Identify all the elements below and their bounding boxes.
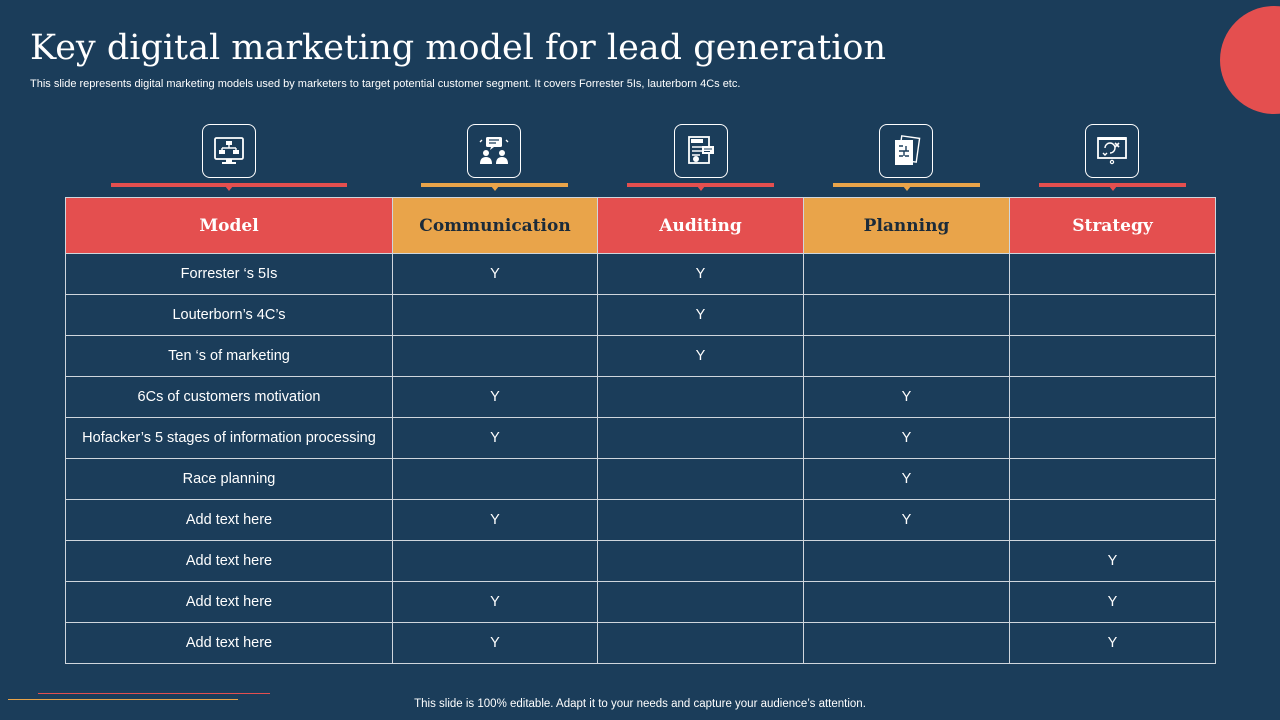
planning-cell: Y	[803, 417, 1010, 459]
strategy-cell: Y	[1009, 540, 1216, 582]
table-row: Hofacker’s 5 stages of information proce…	[65, 417, 1216, 459]
communication-cell	[392, 294, 598, 336]
auditing-accent-bar	[627, 183, 774, 191]
planning-cell	[803, 581, 1010, 623]
auditing-cell	[597, 499, 804, 541]
header-strategy: Strategy	[1009, 197, 1216, 254]
model-cell: Forrester ‘s 5Is	[65, 253, 393, 295]
strategy-cell	[1009, 376, 1216, 418]
decorative-corner-circle	[1220, 6, 1280, 114]
auditing-cell: Y	[597, 253, 804, 295]
audit-report-icon	[674, 124, 728, 178]
planning-cell: Y	[803, 458, 1010, 500]
strategy-cell: Y	[1009, 581, 1216, 623]
auditing-cell: Y	[597, 335, 804, 377]
communication-accent-bar	[421, 183, 568, 191]
planning-accent-bar	[833, 183, 980, 191]
table-row: Add text here Y	[65, 540, 1216, 582]
communication-cell: Y	[392, 376, 598, 418]
auditing-cell	[597, 581, 804, 623]
table-row: Add text here Y Y	[65, 622, 1216, 664]
model-cell: Add text here	[65, 622, 393, 664]
table-row: Race planning Y	[65, 458, 1216, 500]
model-accent-bar	[111, 183, 347, 191]
strategy-cell	[1009, 417, 1216, 459]
model-cell: Hofacker’s 5 stages of information proce…	[65, 417, 393, 459]
page-title: Key digital marketing model for lead gen…	[30, 28, 887, 68]
header-planning: Planning	[803, 197, 1010, 254]
strategy-cell	[1009, 499, 1216, 541]
planning-cell: Y	[803, 376, 1010, 418]
communication-cell	[392, 458, 598, 500]
auditing-cell	[597, 622, 804, 664]
table-row: Add text here Y Y	[65, 581, 1216, 623]
model-cell: Add text here	[65, 581, 393, 623]
header-communication: Communication	[392, 197, 598, 254]
communication-cell: Y	[392, 581, 598, 623]
auditing-cell	[597, 458, 804, 500]
model-cell: Race planning	[65, 458, 393, 500]
model-cell: Add text here	[65, 540, 393, 582]
header-model: Model	[65, 197, 393, 254]
planning-cell	[803, 253, 1010, 295]
auditing-cell	[597, 417, 804, 459]
planning-cell: Y	[803, 499, 1010, 541]
table-header-row: Model Communication Auditing Planning St…	[65, 197, 1216, 254]
planning-cell	[803, 294, 1010, 336]
table-row: Add text here Y Y	[65, 499, 1216, 541]
footer-accent-line-red	[38, 693, 270, 694]
strategy-board-icon	[1085, 124, 1139, 178]
strategy-cell: Y	[1009, 622, 1216, 664]
planning-cell	[803, 622, 1010, 664]
communication-cell: Y	[392, 417, 598, 459]
footer-note: This slide is 100% editable. Adapt it to…	[414, 698, 866, 710]
strategy-cell	[1009, 458, 1216, 500]
planning-document-icon	[879, 124, 933, 178]
strategy-cell	[1009, 294, 1216, 336]
team-discussion-icon	[467, 124, 521, 178]
table-row: Forrester ‘s 5Is Y Y	[65, 253, 1216, 295]
auditing-cell	[597, 376, 804, 418]
auditing-cell: Y	[597, 294, 804, 336]
communication-cell: Y	[392, 499, 598, 541]
model-cell: 6Cs of customers motivation	[65, 376, 393, 418]
model-cell: Add text here	[65, 499, 393, 541]
table-row: 6Cs of customers motivation Y Y	[65, 376, 1216, 418]
auditing-cell	[597, 540, 804, 582]
planning-cell	[803, 335, 1010, 377]
communication-cell	[392, 540, 598, 582]
communication-cell: Y	[392, 253, 598, 295]
communication-cell: Y	[392, 622, 598, 664]
strategy-cell	[1009, 335, 1216, 377]
strategy-accent-bar	[1039, 183, 1186, 191]
planning-cell	[803, 540, 1010, 582]
strategy-cell	[1009, 253, 1216, 295]
communication-cell	[392, 335, 598, 377]
model-cell: Louterborn’s 4C’s	[65, 294, 393, 336]
table-row: Louterborn’s 4C’s Y	[65, 294, 1216, 336]
marketing-model-table: Model Communication Auditing Planning St…	[65, 197, 1216, 664]
header-auditing: Auditing	[597, 197, 804, 254]
table-row: Ten ‘s of marketing Y	[65, 335, 1216, 377]
footer-accent-line-orange	[8, 699, 238, 700]
model-cell: Ten ‘s of marketing	[65, 335, 393, 377]
flowchart-monitor-icon	[202, 124, 256, 178]
page-subtitle: This slide represents digital marketing …	[30, 78, 741, 90]
